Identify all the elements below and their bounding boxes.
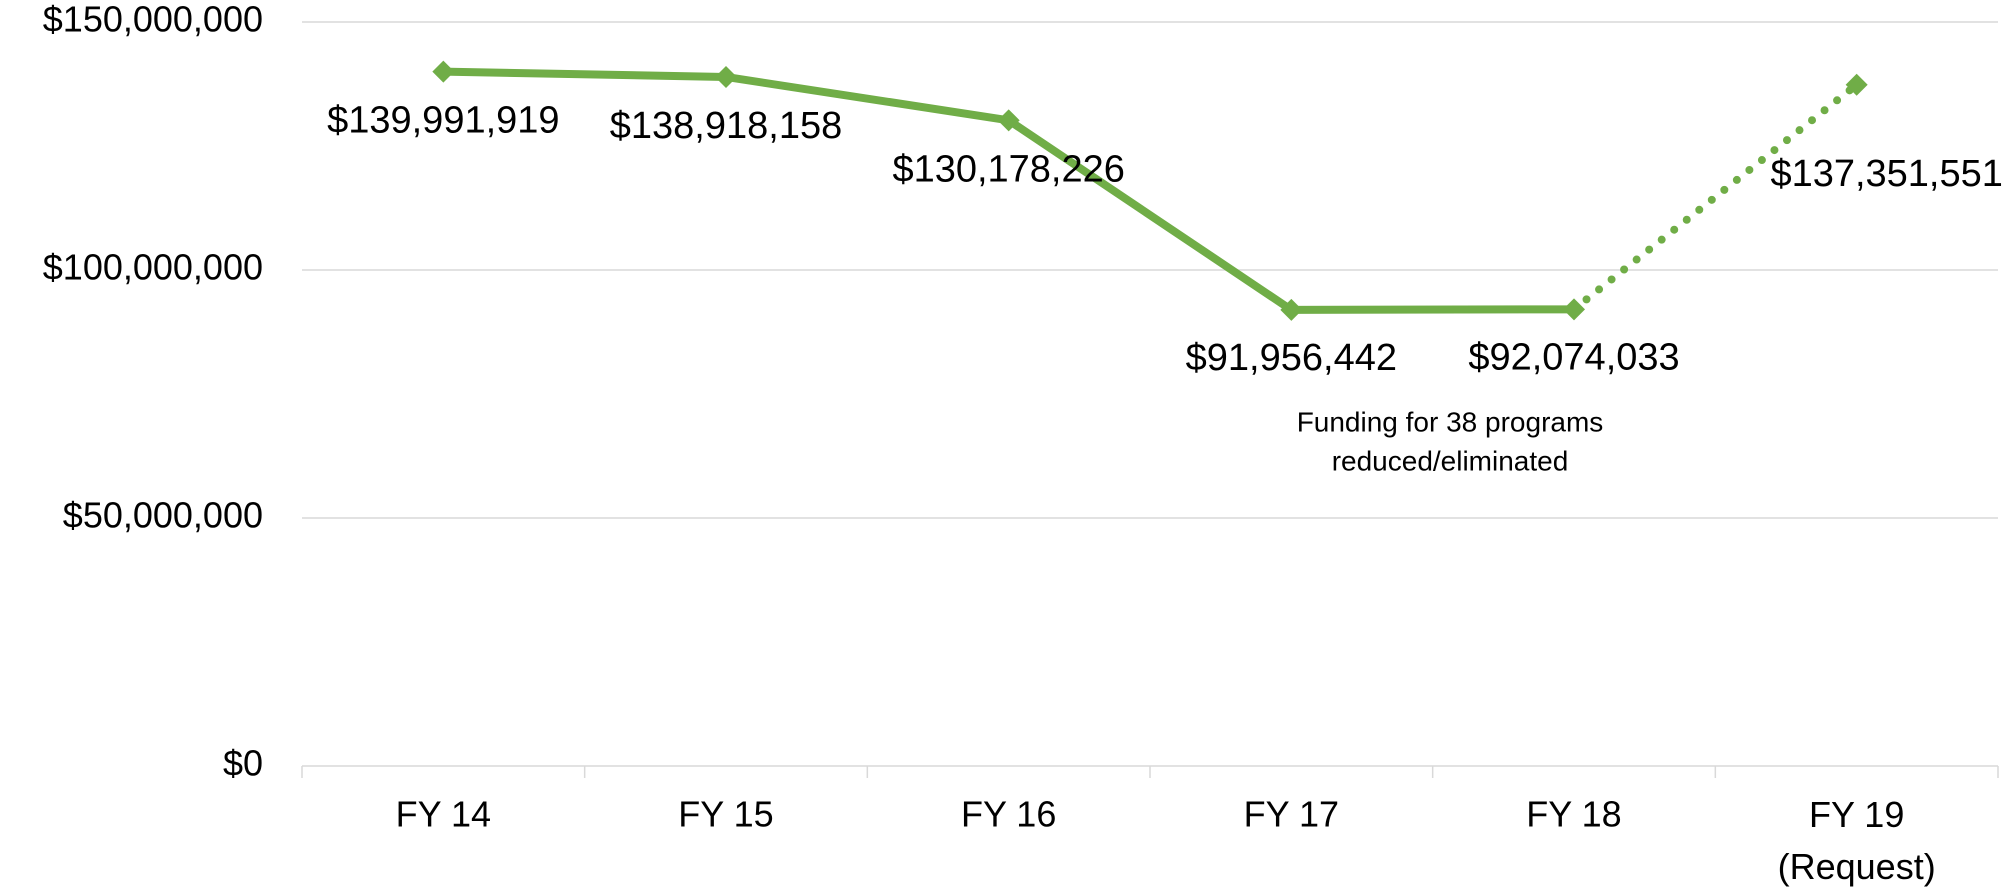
x-tick-label: FY 16 <box>961 794 1056 835</box>
marker <box>1563 298 1585 321</box>
x-tick-label: FY 14 <box>396 794 491 835</box>
data-label: $137,351,551 <box>1770 153 2002 195</box>
marker <box>997 109 1020 132</box>
x-tick-label: FY 19 (Request) <box>1778 794 1936 887</box>
data-label: $130,178,226 <box>892 148 1124 190</box>
marker <box>715 65 737 88</box>
annotation: Funding for 38 programs <box>1297 406 1604 437</box>
y-tick-label: $150,000,000 <box>43 0 263 40</box>
y-tick-label: $100,000,000 <box>43 247 263 288</box>
data-label: $139,991,919 <box>327 100 559 142</box>
y-tick-label: $0 <box>223 743 263 784</box>
data-label: $91,956,442 <box>1186 337 1397 379</box>
x-tick-label: FY 17 <box>1244 794 1339 835</box>
line-dotted <box>1570 80 1861 314</box>
annotation: reduced/eliminated <box>1332 445 1569 476</box>
data-label: $92,074,033 <box>1468 336 1679 378</box>
marker <box>1845 73 1868 96</box>
y-tick-label: $50,000,000 <box>63 495 263 536</box>
marker <box>432 60 455 83</box>
data-label: $138,918,158 <box>610 105 842 147</box>
x-tick-label: FY 18 <box>1526 794 1621 835</box>
marker <box>1280 298 1303 321</box>
x-tick-label: FY 15 <box>678 794 773 835</box>
